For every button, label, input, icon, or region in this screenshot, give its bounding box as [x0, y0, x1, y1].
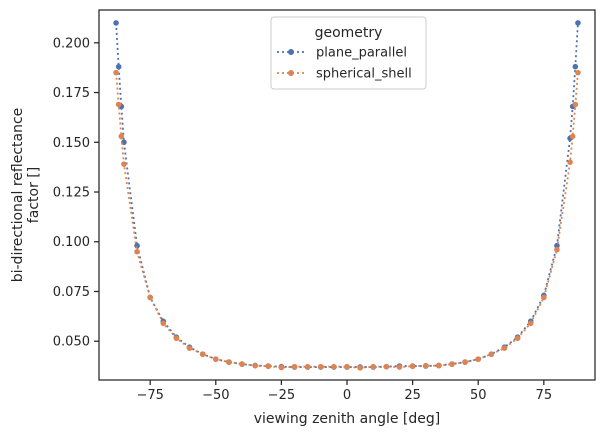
data-point-spherical-shell [118, 133, 125, 140]
data-point-spherical-shell [554, 246, 560, 253]
data-point-plane-parallel [572, 63, 579, 70]
y-tick-label: 0.150 [53, 136, 90, 151]
legend-swatch-marker [288, 70, 294, 76]
data-point-spherical-shell [331, 363, 337, 370]
data-point-spherical-shell [501, 345, 508, 351]
x-tick-label: 0 [343, 388, 351, 403]
data-point-spherical-shell [344, 363, 350, 370]
data-point-spherical-shell [113, 69, 119, 76]
y-tick-label: 0.175 [53, 86, 90, 101]
data-point-spherical-shell [115, 101, 122, 108]
legend: geometry plane_parallel spherical_shell [270, 16, 427, 90]
legend-swatch-marker [288, 49, 294, 55]
data-point-plane-parallel [554, 242, 560, 249]
y-axis-ticks: 0.050 0.075 0.100 0.125 0.150 0.175 0.200 [53, 36, 99, 350]
x-tick-label: 75 [536, 388, 553, 403]
x-axis-label: viewing zenith angle [deg] [254, 411, 440, 427]
y-tick-label: 0.050 [53, 335, 90, 350]
data-point-spherical-shell [212, 356, 219, 362]
data-point-spherical-shell [147, 294, 153, 301]
data-point-spherical-shell [383, 363, 390, 370]
y-axis-label-line-1: bi-directional reflectance [10, 108, 26, 283]
data-point-spherical-shell [422, 362, 429, 369]
data-point-spherical-shell [567, 159, 573, 165]
data-point-plane-parallel [575, 20, 581, 26]
data-point-spherical-shell [370, 363, 377, 370]
data-point-spherical-shell [291, 363, 298, 370]
data-point-plane-parallel [115, 63, 122, 70]
y-axis-label-line-2: factor [] [26, 167, 42, 223]
data-point-spherical-shell [226, 359, 232, 365]
data-point-spherical-shell [488, 351, 495, 357]
legend-box [270, 16, 427, 90]
data-point-spherical-shell [475, 356, 482, 362]
x-tick-label: −75 [136, 388, 163, 403]
data-point-spherical-shell [514, 335, 521, 342]
legend-entry-spherical-shell: spherical_shell [277, 67, 412, 82]
data-point-spherical-shell [575, 69, 581, 76]
x-tick-label: −25 [268, 388, 295, 403]
y-axis-label: bi-directional reflectance factor [] [10, 108, 42, 283]
data-point-spherical-shell [265, 363, 272, 370]
data-point-spherical-shell [462, 359, 468, 365]
series-line-spherical-shell [115, 72, 579, 369]
data-point-spherical-shell [357, 365, 363, 371]
y-tick-label: 0.100 [53, 235, 90, 250]
data-point-spherical-shell [199, 351, 206, 357]
data-point-spherical-shell [278, 364, 285, 371]
data-point-spherical-shell [572, 101, 579, 108]
legend-label-spherical-shell: spherical_shell [316, 67, 412, 82]
x-axis-ticks: −75 −50 −25 0 25 50 75 [136, 380, 552, 403]
data-point-spherical-shell [317, 363, 324, 370]
data-point-spherical-shell [239, 361, 245, 367]
y-tick-label: 0.075 [53, 285, 90, 300]
data-point-spherical-shell [569, 133, 576, 140]
data-point-spherical-shell [186, 345, 193, 351]
data-point-spherical-shell [252, 362, 258, 369]
data-point-spherical-shell [160, 320, 167, 327]
x-tick-label: −50 [202, 388, 229, 403]
plot-frame [98, 9, 596, 381]
data-point-spherical-shell [409, 363, 416, 370]
data-point-spherical-shell [396, 364, 403, 370]
y-tick-label: 0.200 [53, 36, 90, 51]
series-layer [113, 20, 581, 371]
y-tick-label: 0.125 [53, 186, 90, 201]
data-point-spherical-shell [527, 320, 534, 327]
legend-title: geometry [315, 25, 383, 41]
data-point-spherical-shell [134, 248, 140, 255]
series-line-plane-parallel [115, 22, 579, 368]
data-point-spherical-shell [173, 335, 180, 342]
x-tick-label: 25 [404, 388, 421, 403]
data-point-spherical-shell [449, 361, 455, 367]
data-point-spherical-shell [436, 362, 442, 369]
x-tick-label: 50 [470, 388, 487, 403]
data-point-spherical-shell [121, 161, 127, 167]
data-point-spherical-shell [304, 363, 311, 370]
data-point-spherical-shell [541, 294, 547, 301]
data-point-plane-parallel [113, 20, 119, 26]
legend-label-plane-parallel: plane_parallel [316, 46, 407, 61]
legend-entry-plane-parallel: plane_parallel [277, 46, 407, 61]
